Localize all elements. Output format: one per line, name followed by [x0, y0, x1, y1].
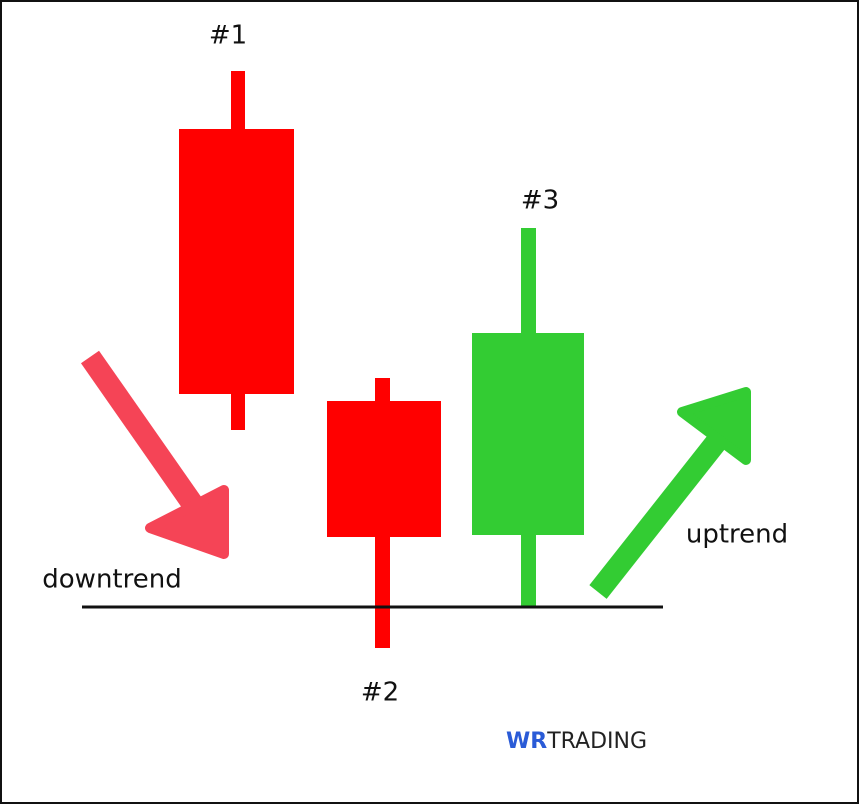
logo: WRTRADING [506, 729, 647, 754]
arrow-shaft [589, 433, 727, 599]
candle-label: #1 [209, 21, 247, 51]
logo-mark: WR [506, 729, 547, 754]
candle-label: #2 [361, 678, 399, 708]
candle-body [327, 401, 441, 537]
candle-label: #3 [521, 186, 559, 216]
arrow-head [677, 387, 751, 465]
arrow-head [145, 485, 229, 559]
candle-body [179, 129, 294, 394]
arrow-shaft [80, 350, 202, 510]
logo-name: TRADING [546, 729, 647, 754]
trend-label: downtrend [42, 565, 181, 595]
trend-label: uptrend [686, 520, 788, 550]
candle-body [472, 333, 584, 535]
